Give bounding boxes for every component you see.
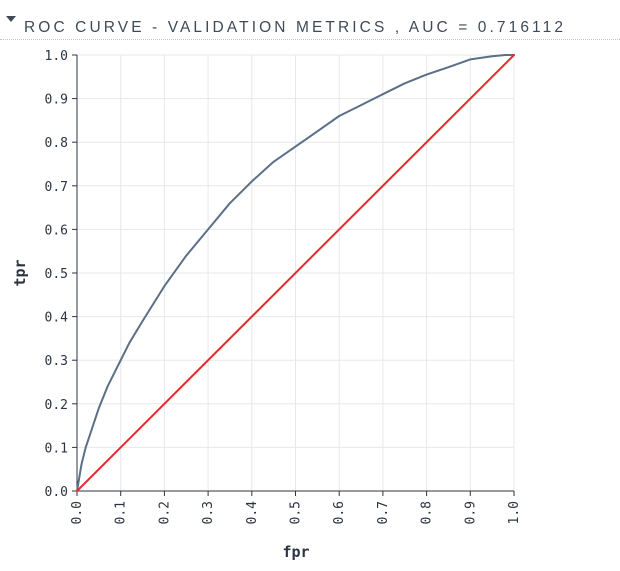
x-tick-label: 0.4: [245, 501, 260, 525]
x-tick-label: 1.0: [507, 501, 522, 524]
panel-header: ROC CURVE - VALIDATION METRICS , AUC = 0…: [0, 0, 620, 40]
x-tick-label: 0.2: [157, 501, 172, 524]
x-tick-label: 0.6: [332, 501, 347, 524]
x-tick-label: 0.1: [114, 501, 129, 524]
x-tick-label: 0.3: [201, 501, 216, 524]
y-tick-label: 0.5: [45, 267, 68, 282]
y-axis-title: tpr: [11, 259, 29, 286]
chart-ticks: 0.0 0.1 0.2 0.3 0.4 0.5 0.6 0.7 0.8 0.9 1.0 0.0 0.1 0…: [45, 49, 522, 524]
chart-series: [76, 54, 515, 492]
y-tick-label: 0.3: [45, 354, 68, 369]
y-tick-label: 0.9: [45, 93, 68, 108]
chart-grid: [77, 54, 515, 491]
caret-down-icon[interactable]: [6, 16, 16, 22]
random-baseline-line: [76, 54, 515, 492]
y-tick-label: 1.0: [45, 49, 68, 64]
x-tick-label: 0.7: [376, 501, 391, 524]
y-tick-label: 0.6: [45, 223, 68, 238]
y-tick-label: 0.7: [45, 180, 68, 195]
roc-curve-line: [76, 54, 515, 492]
panel-title: ROC CURVE - VALIDATION METRICS , AUC = 0…: [24, 19, 567, 36]
header-divider: [0, 39, 620, 40]
x-axis-title: fpr: [282, 543, 309, 561]
x-tick-label: 0.9: [463, 501, 478, 524]
x-tick-label: 0.0: [70, 501, 85, 524]
y-tick-label: 0.8: [45, 136, 68, 151]
y-tick-label: 0.0: [45, 485, 68, 500]
x-tick-label: 0.8: [420, 501, 435, 524]
y-tick-label: 0.4: [45, 311, 69, 326]
x-tick-label: 0.5: [289, 501, 304, 524]
y-tick-label: 0.1: [45, 441, 68, 456]
y-tick-label: 0.2: [45, 398, 68, 413]
